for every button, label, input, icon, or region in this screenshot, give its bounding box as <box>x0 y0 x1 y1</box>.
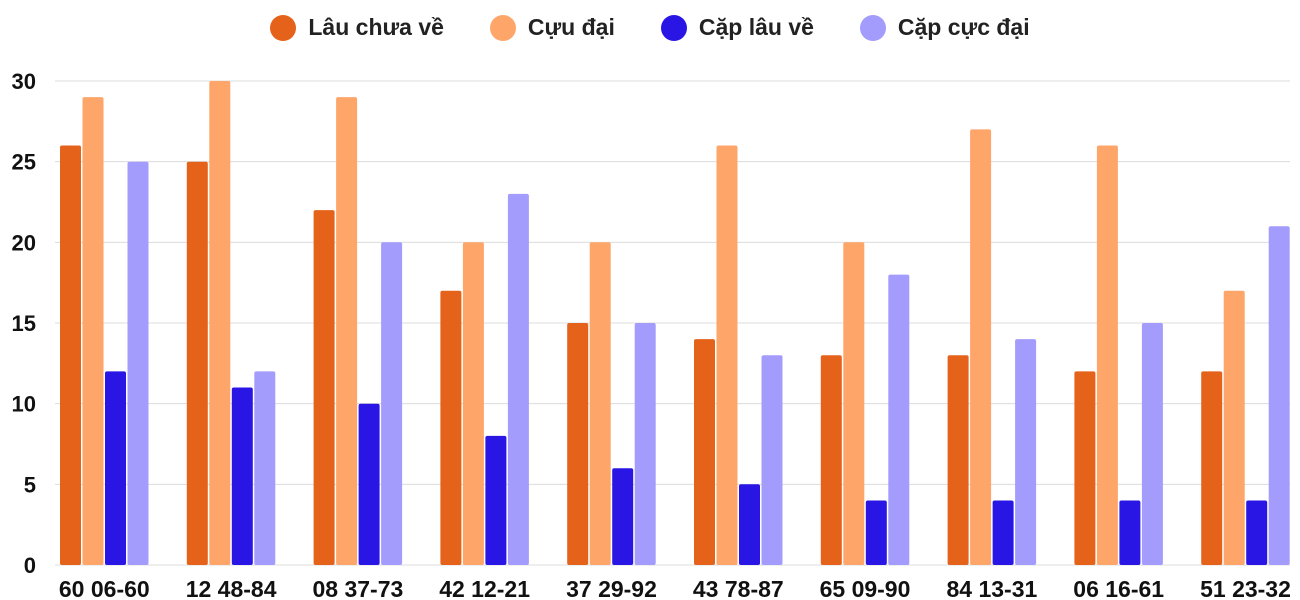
legend-label-cap-cuc-dai: Cặp cực đại <box>897 14 1030 40</box>
bar-series-2-cat-6[interactable] <box>865 500 887 566</box>
legend-item-cuu-dai[interactable]: Cựu đại <box>489 14 615 41</box>
x-tick-label: 84 13-31 <box>946 576 1037 600</box>
bar-series-2-cat-3[interactable] <box>485 435 507 565</box>
bar-series-1-cat-0[interactable] <box>82 97 104 565</box>
y-tick-label: 0 <box>24 553 36 578</box>
bar-series-3-cat-2[interactable] <box>381 242 403 566</box>
bar-series-3-cat-9[interactable] <box>1268 226 1290 565</box>
bar-series-1-cat-6[interactable] <box>843 242 865 566</box>
bars <box>60 81 1290 566</box>
x-tick-label: 42 12-21 <box>439 576 530 600</box>
bar-series-2-cat-1[interactable] <box>231 387 253 566</box>
bar-series-3-cat-5[interactable] <box>761 355 783 565</box>
bar-series-2-cat-4[interactable] <box>612 468 634 565</box>
bar-series-1-cat-3[interactable] <box>462 242 484 566</box>
bar-series-1-cat-9[interactable] <box>1223 290 1245 565</box>
x-tick-label: 60 06-60 <box>59 576 150 600</box>
legend-swatch-lau-chua-ve <box>270 14 297 41</box>
bar-series-3-cat-8[interactable] <box>1141 323 1163 565</box>
x-tick-label: 43 78-87 <box>693 576 784 600</box>
bar-series-0-cat-5[interactable] <box>694 339 715 565</box>
x-tick-label: 08 37-73 <box>312 576 403 600</box>
legend: Lâu chưa về Cựu đại Cặp lâu về Cặp cực đ… <box>0 14 1300 41</box>
legend-swatch-cuu-dai <box>489 14 516 41</box>
bar-series-3-cat-3[interactable] <box>507 193 529 565</box>
bar-series-3-cat-4[interactable] <box>634 323 656 565</box>
legend-item-cap-cuc-dai[interactable]: Cặp cực đại <box>859 14 1030 41</box>
bar-series-2-cat-2[interactable] <box>358 403 380 565</box>
bar-series-1-cat-8[interactable] <box>1096 145 1118 566</box>
y-tick-label: 25 <box>12 150 36 175</box>
y-tick-label: 10 <box>12 392 36 417</box>
bar-series-0-cat-6[interactable] <box>820 355 842 565</box>
bar-series-0-cat-7[interactable] <box>947 355 969 565</box>
legend-label-lau-chua-ve: Lâu chưa về <box>308 14 444 40</box>
bar-series-0-cat-4[interactable] <box>567 323 589 565</box>
bar-series-2-cat-7[interactable] <box>992 500 1014 566</box>
legend-label-cuu-dai: Cựu đại <box>527 14 615 40</box>
y-tick-label: 5 <box>24 472 36 497</box>
bar-series-0-cat-8[interactable] <box>1074 371 1096 565</box>
legend-item-lau-chua-ve[interactable]: Lâu chưa về <box>270 14 444 41</box>
legend-swatch-cap-cuc-dai <box>859 14 886 41</box>
bar-series-0-cat-3[interactable] <box>440 290 462 565</box>
bar-series-1-cat-1[interactable] <box>209 81 231 565</box>
bar-series-0-cat-0[interactable] <box>60 145 81 566</box>
bar-series-0-cat-9[interactable] <box>1201 371 1223 565</box>
x-axis-ticks: 60 06-60 12 48-84 08 37-73 42 12-21 37 29-92… <box>59 576 1291 600</box>
y-axis-ticks: 0 5 10 15 20 25 30 <box>12 69 36 578</box>
bar-series-2-cat-5[interactable] <box>739 484 760 565</box>
bar-series-3-cat-6[interactable] <box>888 274 910 565</box>
bar-series-3-cat-1[interactable] <box>254 371 276 565</box>
bar-series-1-cat-5[interactable] <box>716 145 738 566</box>
bar-series-1-cat-4[interactable] <box>589 242 611 566</box>
bar-series-3-cat-7[interactable] <box>1015 339 1037 565</box>
legend-label-cap-lau-ve: Cặp lâu về <box>698 14 814 40</box>
y-tick-label: 20 <box>12 230 36 255</box>
x-tick-label: 12 48-84 <box>186 576 277 600</box>
y-tick-label: 30 <box>12 69 36 94</box>
legend-item-cap-lau-ve[interactable]: Cặp lâu về <box>660 14 814 41</box>
bar-series-1-cat-7[interactable] <box>970 129 992 565</box>
x-tick-label: 65 09-90 <box>820 576 911 600</box>
bar-series-1-cat-2[interactable] <box>336 97 358 565</box>
bar-series-2-cat-8[interactable] <box>1119 500 1141 566</box>
bar-series-2-cat-9[interactable] <box>1246 500 1268 566</box>
bar-series-0-cat-1[interactable] <box>186 161 208 565</box>
y-tick-label: 15 <box>12 311 36 336</box>
bar-series-2-cat-0[interactable] <box>105 371 126 565</box>
legend-swatch-cap-lau-ve <box>660 14 687 41</box>
x-tick-label: 51 23-32 <box>1200 576 1291 600</box>
bar-series-0-cat-2[interactable] <box>313 210 335 565</box>
x-tick-label: 37 29-92 <box>566 576 657 600</box>
bar-series-3-cat-0[interactable] <box>127 161 149 565</box>
x-tick-label: 06 16-61 <box>1073 576 1164 600</box>
